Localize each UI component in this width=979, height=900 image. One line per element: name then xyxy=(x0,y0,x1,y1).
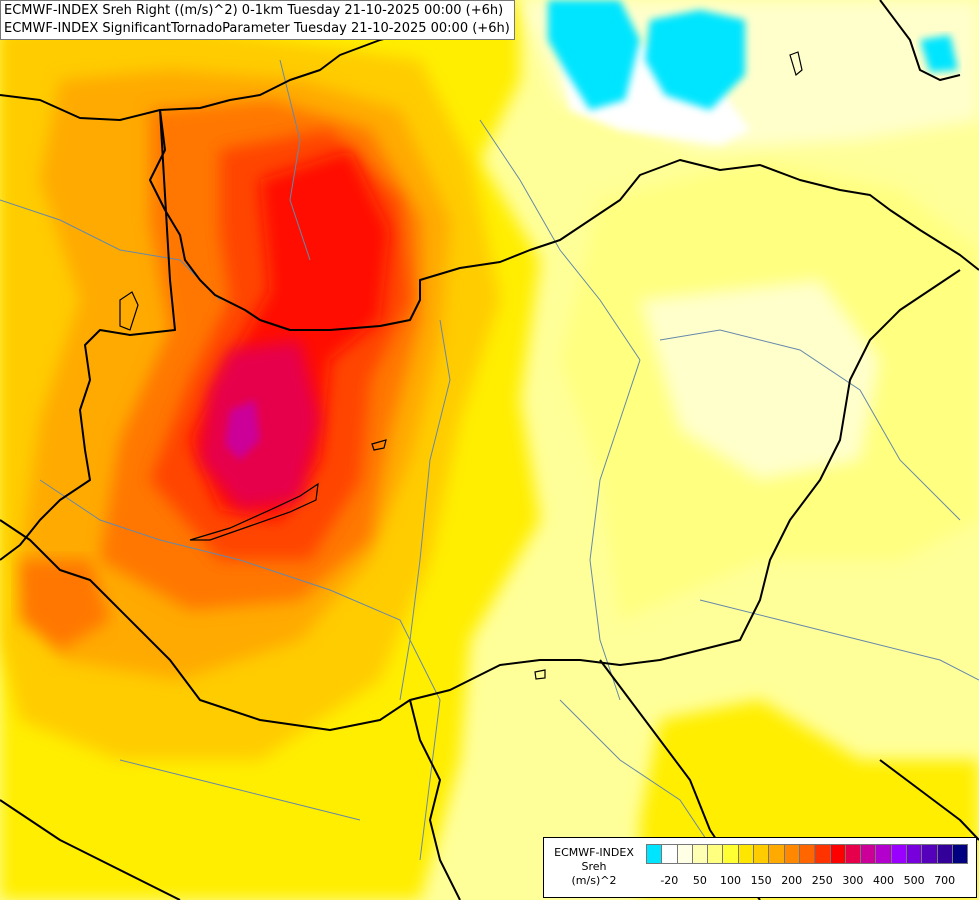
field-cyan-3 xyxy=(920,35,958,72)
legend-swatch xyxy=(798,844,816,864)
river-path xyxy=(559,699,721,861)
legend-swatch xyxy=(890,844,908,864)
legend-label-line-2: Sreh xyxy=(581,860,607,873)
lakes xyxy=(119,51,803,680)
border-line xyxy=(0,109,176,561)
lake-neusiedl xyxy=(119,291,139,331)
legend-swatch xyxy=(844,844,862,864)
river-path xyxy=(279,59,311,261)
legend-swatch xyxy=(646,844,663,864)
legend-label-line-1: ECMWF-INDEX xyxy=(554,846,634,859)
border-line xyxy=(0,799,181,900)
legend-tick-label: 50 xyxy=(692,874,707,887)
legend-swatch xyxy=(661,844,678,864)
legend-tick-label: 400 xyxy=(873,874,894,887)
legend-swatch xyxy=(676,844,693,864)
legend-tick-label: 200 xyxy=(781,874,803,887)
legend-tick-label: 300 xyxy=(842,874,864,887)
river-path xyxy=(659,329,961,521)
legend-swatch xyxy=(691,844,709,864)
legend-swatch xyxy=(783,844,800,864)
field-crimson xyxy=(200,340,320,510)
legend-tick-label: 500 xyxy=(903,874,925,887)
legend-swatch xyxy=(737,844,755,864)
border-line xyxy=(409,699,461,900)
border-line xyxy=(149,109,979,331)
legend-swatch xyxy=(875,844,892,864)
legend-tick-label: 700 xyxy=(934,874,956,887)
legend-swatch xyxy=(829,844,846,864)
river-path xyxy=(119,759,361,821)
border-line xyxy=(0,269,961,731)
lake-balaton xyxy=(189,482,319,541)
border-line xyxy=(879,759,979,841)
lake-small xyxy=(789,51,803,77)
legend-tick-label: 250 xyxy=(811,874,833,887)
field-darkorange-sw xyxy=(20,560,110,650)
legend-swatches xyxy=(646,844,969,864)
legend-swatch xyxy=(921,844,938,864)
lake-small xyxy=(371,439,387,451)
map-title-box: ECMWF-INDEX Sreh Right ((m/s)^2) 0-1km T… xyxy=(0,0,515,40)
map-title-line-2: ECMWF-INDEX SignificantTornadoParameter … xyxy=(4,21,510,36)
river-path xyxy=(479,119,641,361)
river-path xyxy=(589,359,641,701)
legend-swatch xyxy=(753,844,770,864)
field-pale-center xyxy=(640,280,880,480)
legend-label: ECMWF-INDEX Sreh (m/s)^2 xyxy=(546,846,642,888)
legend-swatch xyxy=(951,844,969,864)
river-path xyxy=(39,479,441,861)
legend-tick-label: -20 xyxy=(660,874,679,887)
border-line xyxy=(879,0,961,81)
field-cyan-2 xyxy=(645,10,745,110)
legend-swatch xyxy=(722,844,739,864)
legend-swatch xyxy=(814,844,831,864)
legend-swatch xyxy=(936,844,953,864)
legend-swatch xyxy=(860,844,877,864)
river-path xyxy=(399,319,451,701)
lake-small xyxy=(534,669,546,680)
rivers xyxy=(0,59,979,861)
legend-swatch xyxy=(906,844,923,864)
legend-ticks: -20 50 100 150 200 250 300 400 500 700 xyxy=(646,874,976,890)
legend-swatch xyxy=(768,844,785,864)
field-cyan-1 xyxy=(548,0,640,110)
color-legend: ECMWF-INDEX Sreh (m/s)^2 -20 50 100 150 200 2… xyxy=(543,837,977,898)
legend-tick-label: 100 xyxy=(720,874,741,887)
field-magenta xyxy=(225,400,260,460)
legend-tick-label: 150 xyxy=(750,874,772,887)
legend-label-line-3: (m/s)^2 xyxy=(571,874,617,887)
river-path xyxy=(0,199,221,301)
map-title-line-1: ECMWF-INDEX Sreh Right ((m/s)^2) 0-1km T… xyxy=(4,3,504,18)
legend-swatch xyxy=(707,844,724,864)
